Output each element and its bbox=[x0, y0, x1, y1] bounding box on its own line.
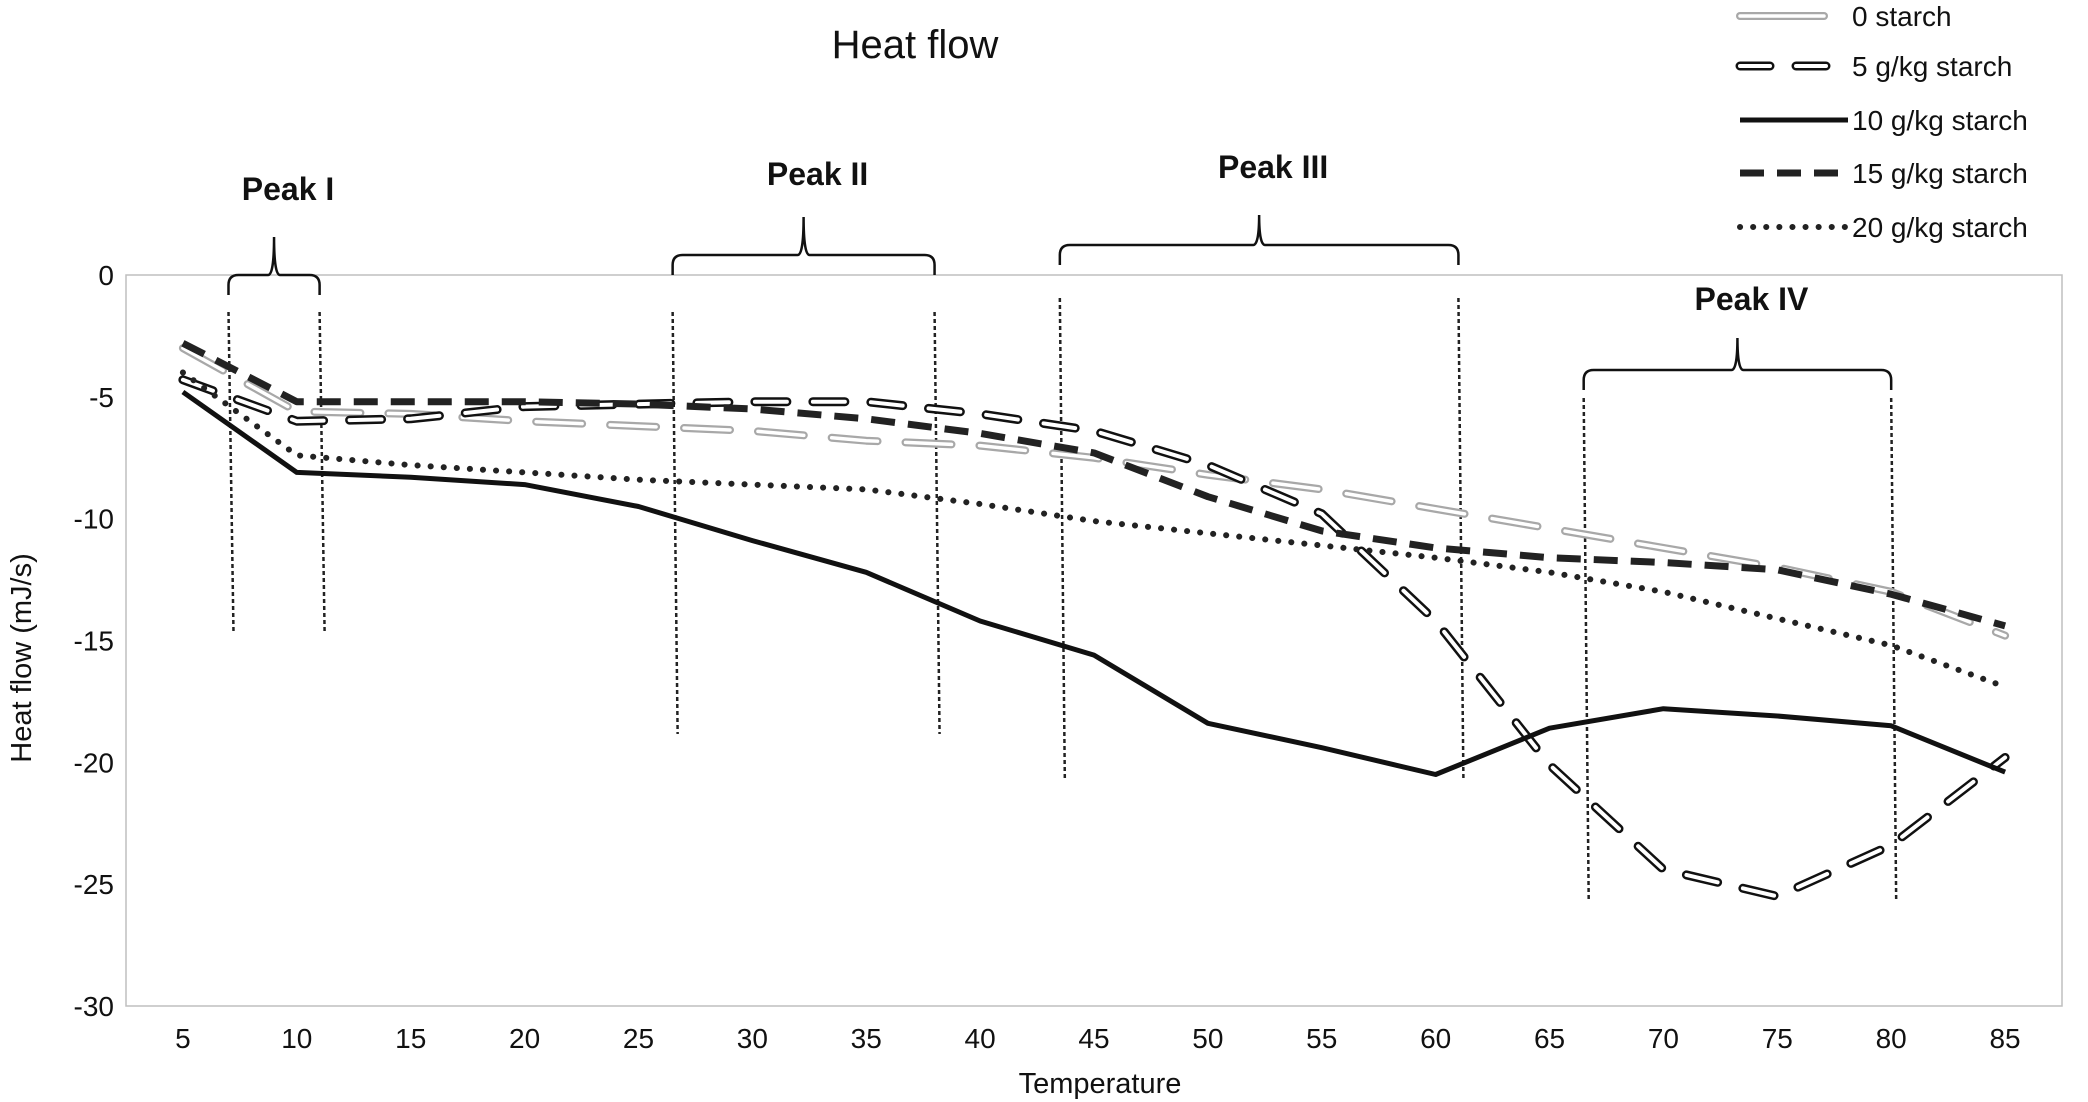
x-tick-label: 20 bbox=[509, 1023, 540, 1054]
x-tick-label: 50 bbox=[1192, 1023, 1223, 1054]
y-tick-label: -10 bbox=[74, 504, 114, 535]
series-20-g-kg-starch bbox=[179, 369, 2009, 690]
peak-annotations: Peak I Peak II Peak III Peak IV bbox=[227, 149, 1898, 901]
peak-brace bbox=[1058, 214, 1460, 265]
x-tick-label: 25 bbox=[623, 1023, 654, 1054]
series-0-starch bbox=[178, 344, 2010, 640]
peak-annotation: Peak II bbox=[671, 156, 941, 735]
series-line bbox=[181, 346, 2007, 638]
series-5-g-kg-starch bbox=[178, 375, 2010, 901]
peak-label: Peak III bbox=[1218, 149, 1328, 185]
y-tick-label: -15 bbox=[74, 626, 114, 657]
series-line bbox=[181, 389, 2007, 777]
peak-annotation: Peak IV bbox=[1582, 281, 1898, 901]
series-line bbox=[180, 377, 2008, 899]
x-tick-label: 75 bbox=[1762, 1023, 1793, 1054]
peak-bound-right bbox=[1457, 297, 1465, 781]
peak-bound-right bbox=[933, 311, 941, 735]
chart-title: Heat flow bbox=[832, 23, 999, 67]
legend-label: 20 g/kg starch bbox=[1852, 212, 2028, 243]
peak-annotation: Peak III bbox=[1058, 149, 1465, 781]
plot-frame-border bbox=[125, 274, 2063, 1007]
x-tick-label: 35 bbox=[851, 1023, 882, 1054]
x-tick-label: 85 bbox=[1989, 1023, 2020, 1054]
legend-label: 15 g/kg starch bbox=[1852, 158, 2028, 189]
x-tick-label: 30 bbox=[737, 1023, 768, 1054]
y-tick-label: -30 bbox=[74, 991, 114, 1022]
axis-ticks: 5 10 15 20 25 30 35 40 45 50 55 60 65 70 75 80 85 0 -5 -10 -… bbox=[74, 260, 2021, 1054]
series-line bbox=[178, 344, 2010, 640]
peak-brace bbox=[227, 236, 321, 295]
legend-item: 20 g/kg starch bbox=[1737, 212, 2028, 243]
series-lines bbox=[178, 340, 2010, 901]
y-tick-label: 0 bbox=[98, 260, 114, 291]
legend-item: 5 g/kg starch bbox=[1735, 51, 2012, 82]
peak-label: Peak IV bbox=[1695, 281, 1810, 317]
peak-brace bbox=[1582, 337, 1893, 390]
peak-label: Peak II bbox=[767, 156, 868, 192]
legend-item: 10 g/kg starch bbox=[1740, 105, 2028, 136]
peak-bound-right bbox=[318, 311, 326, 633]
x-tick-label: 55 bbox=[1306, 1023, 1337, 1054]
x-tick-label: 40 bbox=[965, 1023, 996, 1054]
series-10-g-kg-starch bbox=[181, 389, 2007, 777]
peak-bound-left bbox=[1582, 397, 1590, 901]
legend-label: 5 g/kg starch bbox=[1852, 51, 2012, 82]
legend: 0 starch 5 g/kg starch 10 g/kg starch 15 g/… bbox=[1735, 1, 2028, 243]
plot-area bbox=[125, 274, 2063, 1007]
legend-label: 10 g/kg starch bbox=[1852, 105, 2028, 136]
peak-label: Peak I bbox=[242, 171, 335, 207]
y-axis-label: Heat flow (mJ/s) bbox=[6, 553, 38, 762]
peak-bound-left bbox=[1058, 297, 1067, 781]
peak-brace bbox=[671, 216, 936, 275]
y-tick-label: -5 bbox=[89, 382, 114, 413]
x-tick-label: 45 bbox=[1078, 1023, 1109, 1054]
x-tick-label: 65 bbox=[1534, 1023, 1565, 1054]
peak-bound-left bbox=[227, 311, 235, 633]
x-tick-label: 5 bbox=[175, 1023, 191, 1054]
legend-item: 15 g/kg starch bbox=[1740, 158, 2028, 189]
series-line bbox=[179, 369, 2009, 690]
y-tick-label: -20 bbox=[74, 747, 114, 778]
x-axis-label: Temperature bbox=[1019, 1068, 1182, 1100]
x-tick-label: 60 bbox=[1420, 1023, 1451, 1054]
legend-item: 0 starch bbox=[1736, 1, 1952, 32]
x-tick-label: 15 bbox=[395, 1023, 426, 1054]
peak-annotation: Peak I bbox=[227, 171, 335, 633]
series-15-g-kg-starch bbox=[181, 340, 2007, 630]
x-tick-label: 10 bbox=[281, 1023, 312, 1054]
peak-bound-left bbox=[671, 311, 679, 735]
legend-label: 0 starch bbox=[1852, 1, 1952, 32]
y-tick-label: -25 bbox=[74, 869, 114, 900]
series-line bbox=[181, 340, 2007, 630]
x-tick-label: 80 bbox=[1876, 1023, 1907, 1054]
x-tick-label: 70 bbox=[1648, 1023, 1679, 1054]
